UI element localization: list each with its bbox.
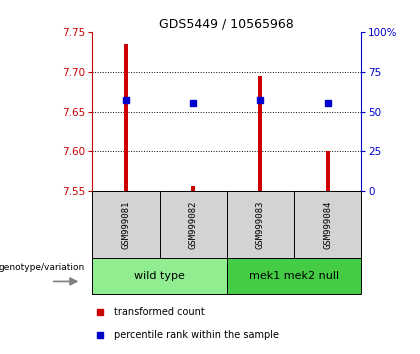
- Bar: [124, 44, 128, 191]
- Text: transformed count: transformed count: [114, 307, 205, 318]
- Bar: [294, 191, 361, 258]
- Text: GSM999081: GSM999081: [121, 201, 131, 249]
- Bar: [191, 186, 195, 191]
- Text: GSM999082: GSM999082: [189, 201, 198, 249]
- Text: mek1 mek2 null: mek1 mek2 null: [249, 271, 339, 281]
- Bar: [227, 258, 361, 294]
- Text: genotype/variation: genotype/variation: [0, 263, 85, 272]
- Bar: [92, 191, 160, 258]
- Bar: [160, 191, 227, 258]
- Bar: [258, 76, 262, 191]
- Bar: [227, 191, 294, 258]
- Bar: [92, 258, 227, 294]
- Title: GDS5449 / 10565968: GDS5449 / 10565968: [160, 18, 294, 31]
- Text: GSM999084: GSM999084: [323, 201, 332, 249]
- Text: wild type: wild type: [134, 271, 185, 281]
- Text: GSM999083: GSM999083: [256, 201, 265, 249]
- Bar: [326, 152, 330, 191]
- Text: percentile rank within the sample: percentile rank within the sample: [114, 330, 279, 341]
